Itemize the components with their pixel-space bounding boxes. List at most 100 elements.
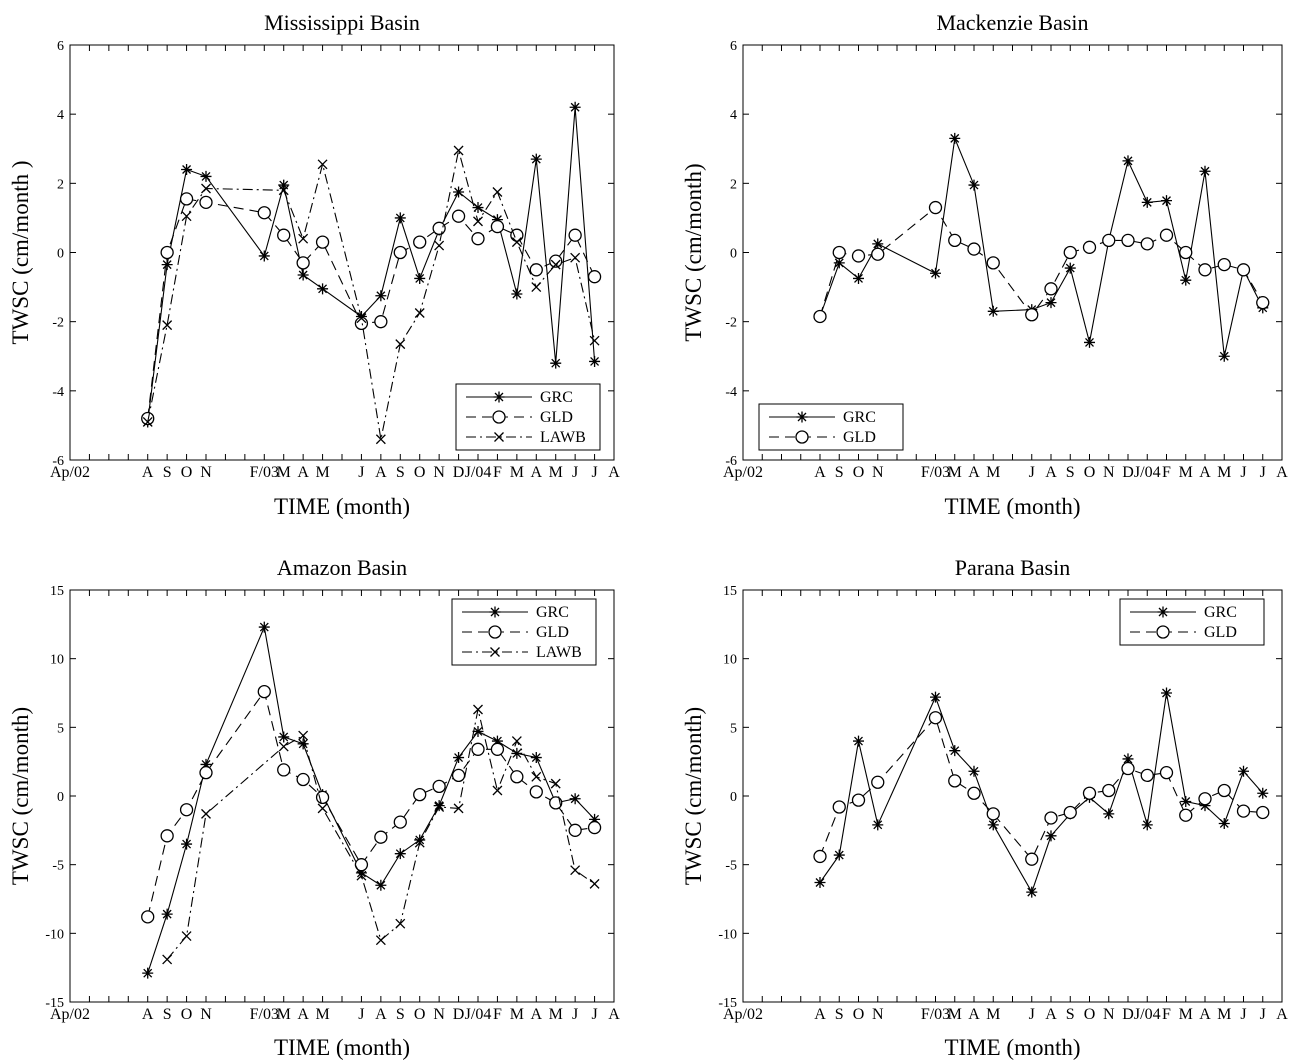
data-point [1217, 783, 1231, 798]
data-point [395, 918, 406, 929]
x-tick-label: A [1045, 464, 1057, 481]
data-point [315, 235, 330, 249]
data-point [296, 772, 310, 787]
data-point [928, 200, 943, 215]
y-tick-label: 15 [723, 584, 737, 599]
data-point [473, 216, 483, 227]
data-point [491, 214, 503, 226]
x-tick-label: N [872, 1006, 884, 1023]
legend-label: GRC [1204, 604, 1237, 621]
legend: GRC GLD LAWB [451, 598, 597, 666]
chart-panel: Mississippi Basin TIME (month) TWSC (cm/mo… [8, 10, 620, 519]
data-point [510, 770, 524, 784]
data-point [531, 282, 542, 293]
data-point [871, 247, 885, 261]
x-tick-label: N [433, 1006, 445, 1023]
data-point [414, 308, 425, 318]
data-point [201, 183, 211, 194]
x-tick-label: F [493, 1006, 502, 1023]
data-point [472, 725, 484, 737]
data-point [317, 803, 328, 814]
x-tick-label: A [968, 1006, 980, 1023]
data-point [986, 256, 1000, 270]
series-line [147, 690, 595, 918]
x-tick-label: A [375, 1006, 387, 1023]
x-tick-label: M [277, 1006, 291, 1023]
data-point [550, 778, 561, 789]
data-point [1082, 240, 1097, 254]
data-point [833, 849, 845, 861]
y-tick-label: 6 [730, 39, 737, 54]
data-point [142, 967, 154, 979]
data-point [568, 823, 582, 837]
data-point [453, 145, 464, 156]
data-point [393, 245, 407, 260]
data-point [414, 837, 425, 848]
data-point [161, 908, 173, 920]
data-point [1161, 195, 1172, 207]
data-point [1064, 262, 1076, 274]
x-tick-label: M [315, 1006, 329, 1023]
x-tick-label: A [968, 464, 980, 481]
data-point [297, 269, 309, 281]
x-tick-label: A [814, 1006, 826, 1023]
x-tick-label: J [572, 464, 578, 481]
x-tick-label: D [1122, 464, 1134, 481]
x-tick-label: A [531, 1006, 543, 1023]
data-point [471, 232, 485, 246]
y-tick-label: -2 [725, 316, 737, 331]
data-point [986, 807, 1000, 821]
data-point [355, 867, 367, 879]
y-tick-label: -6 [725, 454, 737, 469]
data-point [949, 745, 961, 757]
data-point [160, 829, 174, 843]
x-tick-label: F/03 [250, 464, 279, 481]
data-point [549, 796, 563, 810]
x-tick-label: A [1276, 1006, 1288, 1023]
data-point [434, 240, 445, 251]
data-point [394, 848, 406, 860]
data-point [471, 742, 485, 756]
x-tick-label: A [608, 464, 620, 481]
y-tick-label: 4 [57, 108, 64, 123]
data-point [569, 101, 581, 113]
series-line [147, 625, 595, 974]
data-point [375, 290, 387, 302]
data-point [987, 305, 999, 317]
x-tick-label: S [396, 464, 405, 481]
data-point [374, 315, 388, 329]
data-point [928, 711, 943, 725]
x-tick-label: S [1066, 1006, 1075, 1023]
data-point [1141, 819, 1153, 831]
data-point [414, 834, 426, 846]
data-point [1063, 245, 1077, 260]
x-tick-label: J [1029, 464, 1035, 481]
data-point [278, 731, 290, 743]
data-point [472, 202, 484, 214]
data-point [987, 819, 999, 831]
x-tick-label: J [1240, 464, 1246, 481]
data-point [1084, 336, 1095, 348]
data-point [948, 774, 962, 788]
x-tick-label: O [414, 464, 426, 481]
legend-marker [488, 625, 502, 639]
data-point [1025, 852, 1039, 866]
data-point [529, 785, 543, 799]
data-point [257, 206, 271, 220]
data-point [853, 735, 864, 747]
x-tick-label: O [853, 1006, 865, 1023]
y-tick-label: -4 [725, 385, 737, 400]
data-point [162, 954, 173, 965]
plot-frame [742, 44, 1283, 461]
data-point [1140, 768, 1154, 783]
data-point [833, 257, 845, 269]
data-point [179, 192, 194, 206]
x-tick-label: M [277, 464, 291, 481]
x-tick-label: Ap/02 [723, 1006, 763, 1023]
data-point [179, 803, 194, 817]
series-gld [813, 711, 1270, 866]
data-point [530, 153, 542, 165]
data-point [1179, 808, 1193, 822]
legend: GRC GLD LAWB [455, 383, 601, 451]
x-tick-label: M [986, 464, 1000, 481]
